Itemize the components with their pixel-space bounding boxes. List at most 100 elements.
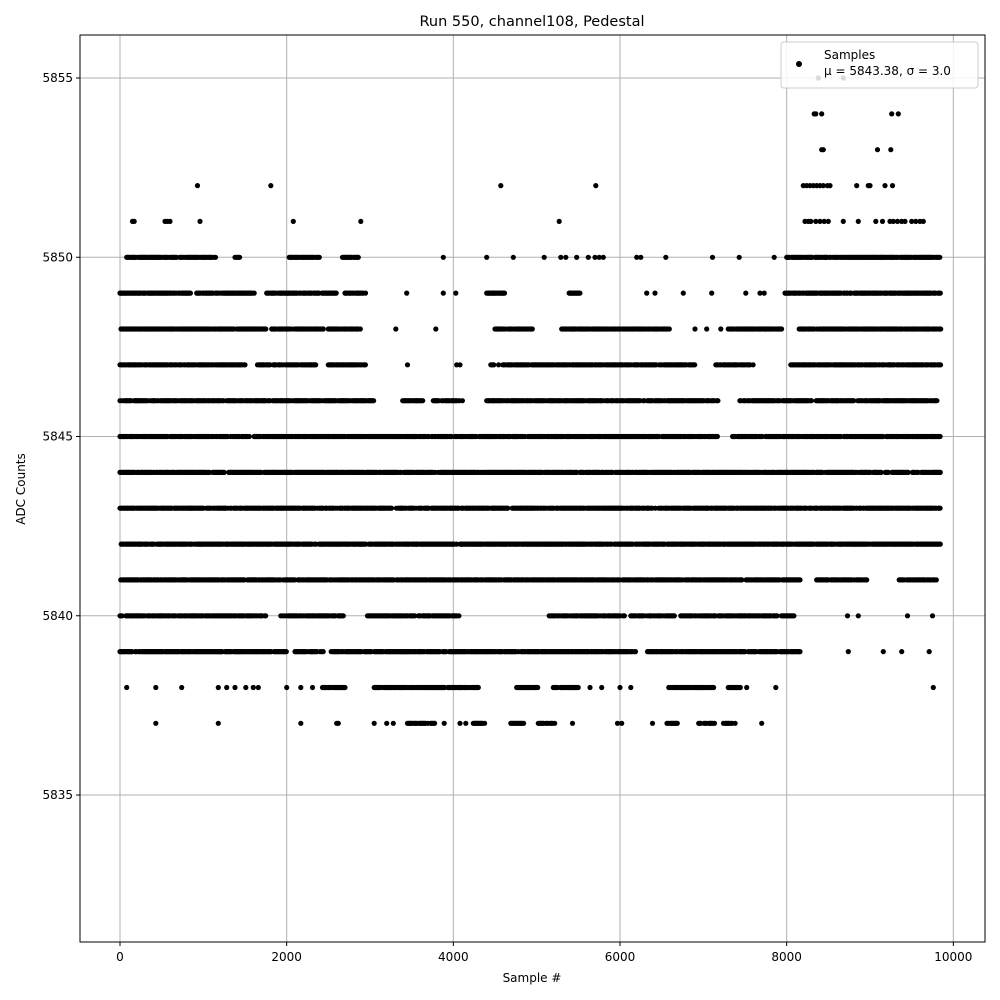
data-point (889, 183, 896, 189)
data-point (840, 218, 846, 224)
data-point (709, 254, 716, 260)
data-point (704, 326, 710, 332)
data-point (541, 254, 547, 260)
data-point (404, 290, 410, 296)
data-point (909, 218, 915, 224)
data-point (663, 254, 669, 260)
data-point (913, 218, 919, 224)
data-point (194, 183, 201, 189)
data-point (404, 362, 411, 368)
data-point (197, 218, 203, 224)
data-point (937, 362, 944, 368)
data-point (827, 183, 833, 189)
data-point (596, 254, 602, 260)
data-point (268, 183, 274, 189)
data-point (937, 505, 943, 511)
data-point (634, 254, 640, 260)
data-point (820, 183, 826, 189)
data-point (313, 362, 319, 368)
data-point (920, 218, 926, 224)
data-point (362, 290, 369, 296)
data-point (879, 218, 886, 224)
data-point (709, 290, 715, 296)
data-point (440, 290, 446, 296)
data-point (593, 183, 599, 189)
data-point (808, 218, 814, 224)
data-point (821, 218, 827, 224)
data-point (187, 290, 193, 296)
data-point (819, 111, 825, 117)
data-point (333, 290, 339, 296)
data-point (867, 183, 873, 189)
data-point (457, 362, 463, 368)
data-point (498, 183, 504, 189)
data-point (585, 254, 591, 260)
data-point (320, 326, 326, 332)
data-point (715, 398, 721, 404)
data-point (358, 218, 364, 224)
data-point (389, 505, 395, 511)
data-point (718, 326, 724, 332)
data-point (496, 362, 502, 368)
data-point (459, 398, 465, 404)
data-point (874, 147, 881, 153)
data-point (813, 111, 819, 117)
data-point (638, 254, 644, 260)
data-point (882, 183, 888, 189)
data-point (652, 290, 658, 296)
data-point (242, 362, 248, 368)
data-point (855, 218, 861, 224)
data-point (563, 254, 569, 260)
data-point (761, 290, 767, 296)
data-point (556, 218, 562, 224)
data-point (212, 254, 219, 260)
data-point (529, 326, 535, 332)
data-point (362, 362, 368, 368)
data-point (813, 218, 819, 224)
data-point (433, 326, 439, 332)
data-point (246, 433, 252, 440)
data-point (501, 290, 508, 296)
data-point (263, 326, 269, 332)
data-point (600, 254, 606, 260)
data-point (890, 218, 896, 224)
data-point (692, 362, 698, 368)
data-point (820, 147, 826, 153)
data-point (357, 326, 363, 332)
data-point (937, 290, 943, 296)
data-point (484, 254, 490, 260)
data-point (510, 254, 516, 260)
data-point (873, 218, 879, 224)
data-point (743, 290, 749, 296)
data-point (440, 254, 446, 260)
data-point (221, 469, 227, 475)
data-point (577, 290, 583, 296)
data-point (644, 290, 650, 296)
data-points (117, 75, 944, 726)
data-point (251, 290, 257, 296)
data-point (355, 254, 361, 260)
data-point (316, 254, 322, 260)
data-point (290, 218, 296, 224)
data-point (491, 362, 497, 368)
data-point (420, 398, 426, 404)
data-point (736, 254, 742, 260)
data-point (825, 218, 831, 224)
data-point (750, 362, 756, 368)
data-point (771, 254, 777, 260)
data-point (808, 398, 815, 404)
data-point (938, 326, 944, 332)
data-point (237, 254, 243, 260)
data-point (895, 111, 901, 117)
data-point (888, 147, 894, 153)
data-point (393, 326, 399, 332)
data-point (692, 326, 698, 332)
data-point (937, 254, 943, 260)
data-point (574, 254, 580, 260)
data-point (937, 469, 943, 475)
data-point (167, 218, 173, 224)
data-point (757, 290, 763, 296)
